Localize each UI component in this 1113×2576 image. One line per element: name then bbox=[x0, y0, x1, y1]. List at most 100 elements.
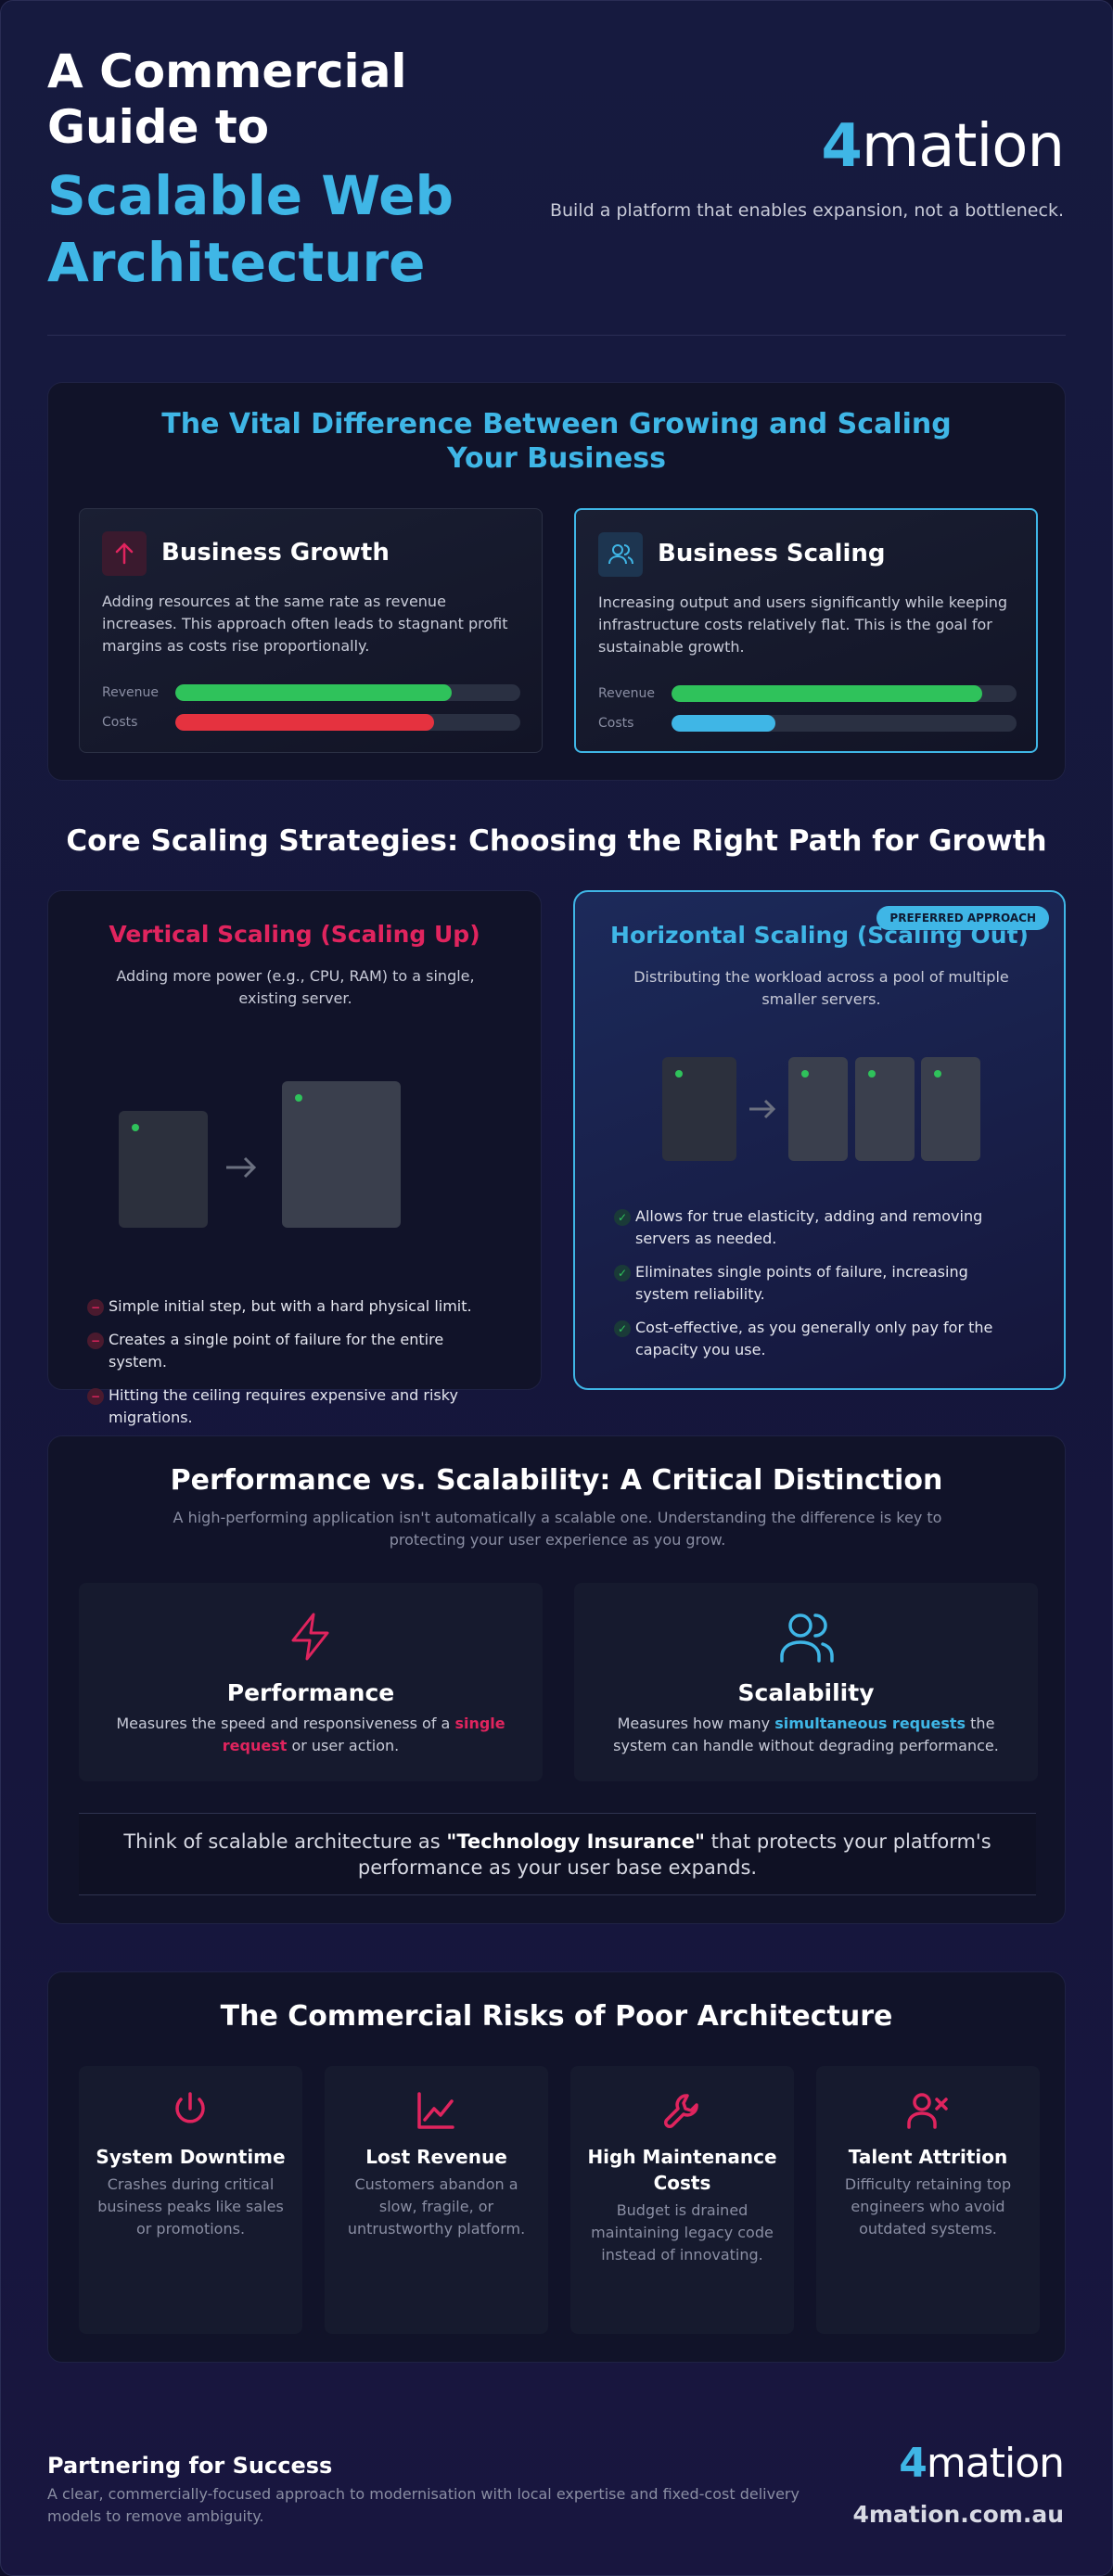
title: A Commercial bbox=[47, 45, 407, 98]
horizontal-card: Horizontal Scaling (Scaling Out) PREFERR… bbox=[573, 890, 1066, 1390]
risk-text: Customers abandon a slow, fragile, or un… bbox=[347, 2175, 526, 2238]
footer-logo: 4mation bbox=[899, 2440, 1065, 2487]
icon bbox=[175, 2092, 205, 2123]
point: ✓ Allows for true elasticity, adding and … bbox=[603, 1205, 1011, 1250]
check-icon: ✓ bbox=[614, 1265, 631, 1282]
card-text: Distributing the workload across a pool … bbox=[633, 968, 1009, 1008]
bar-track bbox=[175, 714, 520, 731]
server bbox=[788, 1057, 848, 1161]
large-server bbox=[282, 1081, 401, 1228]
logo: 4mation bbox=[821, 112, 1065, 181]
check-icon: ✓ bbox=[614, 1320, 631, 1337]
text: the system can handle without degrading … bbox=[613, 1715, 999, 1754]
scaling-card: Business Scaling Increasing output and u… bbox=[574, 508, 1038, 753]
section-title: Core Scaling Strategies: Choosing the Ri… bbox=[66, 824, 1047, 858]
points: − Simple initial step, but with a hard ph… bbox=[76, 1295, 521, 1440]
section-title: The Vital Difference Between Growing and… bbox=[161, 408, 952, 475]
scalability-card: Scalability Measures how many simultaneo… bbox=[574, 1583, 1038, 1781]
point-text: Cost-effective, as you generally only pa… bbox=[635, 1319, 993, 1358]
icon bbox=[907, 2093, 948, 2129]
arrow bbox=[226, 1156, 257, 1179]
check-icon: ✓ bbox=[614, 1209, 631, 1226]
bar bbox=[175, 714, 434, 731]
risk-card: System Downtime Crashes during critical b… bbox=[79, 2066, 302, 2334]
performance-section: Performance vs. Scalability: A Critical … bbox=[47, 1435, 1066, 1924]
risk-title: System Downtime bbox=[96, 2146, 286, 2168]
title: Guide to bbox=[47, 100, 270, 154]
bar-label: Costs bbox=[598, 716, 634, 731]
bar-label: Costs bbox=[102, 715, 138, 730]
risk-title: High Maintenance Costs bbox=[587, 2146, 777, 2194]
point: − Creates a single point of failure for t… bbox=[76, 1329, 503, 1373]
vertical-card: Vertical Scaling (Scaling Up) Adding mor… bbox=[47, 890, 542, 1426]
card-title: Scalability bbox=[737, 1679, 875, 1706]
bar-label: Revenue bbox=[102, 685, 159, 700]
title-block: A Commercial Guide to Scalable Web Archi… bbox=[47, 44, 454, 296]
card-text: Increasing output and users significantl… bbox=[598, 593, 1008, 656]
point: − Hitting the ceiling requires expensive … bbox=[76, 1384, 503, 1429]
growth-card: Business Growth Adding resources at the … bbox=[79, 508, 543, 753]
bar bbox=[175, 684, 452, 701]
text: Think of scalable architecture as bbox=[123, 1830, 447, 1853]
section-title: The Commercial Risks of Poor Architectur… bbox=[220, 2000, 893, 2033]
text: Measures how many bbox=[617, 1715, 775, 1732]
badge: PREFERRED APPROACH bbox=[876, 906, 1049, 930]
risk-text: Budget is drained maintaining legacy cod… bbox=[591, 2201, 774, 2264]
bar-track bbox=[672, 685, 1017, 702]
point-text: Creates a single point of failure for th… bbox=[109, 1331, 444, 1371]
card-title: Business Growth bbox=[161, 539, 390, 567]
risk-card: Talent Attrition Difficulty retaining top… bbox=[816, 2066, 1040, 2334]
bar-label: Revenue bbox=[598, 686, 655, 701]
point-text: Eliminates single points of failure, inc… bbox=[635, 1263, 968, 1303]
risks-section: The Commercial Risks of Poor Architectur… bbox=[47, 1971, 1066, 2363]
card-text: Measures how many simultaneous requests … bbox=[602, 1713, 1010, 1757]
small-server bbox=[119, 1111, 208, 1228]
bar-track bbox=[175, 684, 520, 701]
title-highlight: Scalable Web bbox=[47, 164, 454, 227]
subtitle: A high-performing application isn't auto… bbox=[173, 1509, 942, 1549]
risk-title: Talent Attrition bbox=[848, 2146, 1008, 2168]
risk-icon bbox=[905, 2088, 950, 2133]
divider bbox=[47, 335, 1066, 336]
performance-card: Performance Measures the speed and respo… bbox=[79, 1583, 543, 1781]
risk-text: Difficulty retaining top engineers who a… bbox=[844, 2175, 1012, 2238]
difference-section: The Vital Difference Between Growing and… bbox=[47, 382, 1066, 781]
section-title: Performance vs. Scalability: A Critical … bbox=[170, 1464, 943, 1497]
card-title: Performance bbox=[226, 1679, 395, 1706]
point-text: Allows for true elasticity, adding and r… bbox=[635, 1207, 983, 1247]
footer-text: A clear, commercially-focused approach t… bbox=[47, 2485, 800, 2525]
icon bbox=[102, 531, 147, 576]
card-title: Business Scaling bbox=[658, 540, 886, 567]
point-text: Hitting the ceiling requires expensive a… bbox=[109, 1386, 458, 1426]
point-text: Simple initial step, but with a hard phy… bbox=[109, 1297, 472, 1315]
minus-icon: − bbox=[87, 1299, 104, 1316]
text: that protects your platform's performanc… bbox=[357, 1830, 991, 1879]
users-icon bbox=[780, 1613, 834, 1663]
title-highlight: Architecture bbox=[47, 231, 426, 294]
highlight: "Technology Insurance" bbox=[446, 1830, 705, 1853]
quote: Think of scalable architecture as "Techn… bbox=[79, 1813, 1036, 1895]
card-title: Vertical Scaling (Scaling Up) bbox=[109, 921, 480, 948]
risk-icon bbox=[168, 2088, 212, 2133]
bolt-icon bbox=[291, 1613, 329, 1661]
minus-icon: − bbox=[87, 1388, 104, 1405]
server bbox=[662, 1057, 736, 1161]
highlight: single request bbox=[222, 1715, 505, 1754]
icon bbox=[664, 2094, 698, 2128]
text: or user action. bbox=[287, 1737, 400, 1754]
bar-track bbox=[672, 715, 1017, 732]
point: ✓ Cost-effective, as you generally only p… bbox=[603, 1317, 1011, 1361]
minus-icon: − bbox=[87, 1333, 104, 1349]
card-text: Adding more power (e.g., CPU, RAM) to a … bbox=[116, 967, 475, 1007]
server bbox=[855, 1057, 915, 1161]
arrow-up-icon bbox=[115, 542, 134, 565]
card-text: Adding resources at the same rate as rev… bbox=[102, 593, 508, 655]
arrow bbox=[749, 1099, 776, 1119]
point: − Simple initial step, but with a hard ph… bbox=[76, 1295, 503, 1318]
server bbox=[921, 1057, 980, 1161]
bar bbox=[672, 685, 982, 702]
footer-title: Partnering for Success bbox=[47, 2453, 333, 2479]
footer-url: 4mation.com.au bbox=[852, 2501, 1064, 2528]
card-text: Measures the speed and responsiveness of… bbox=[107, 1713, 515, 1757]
